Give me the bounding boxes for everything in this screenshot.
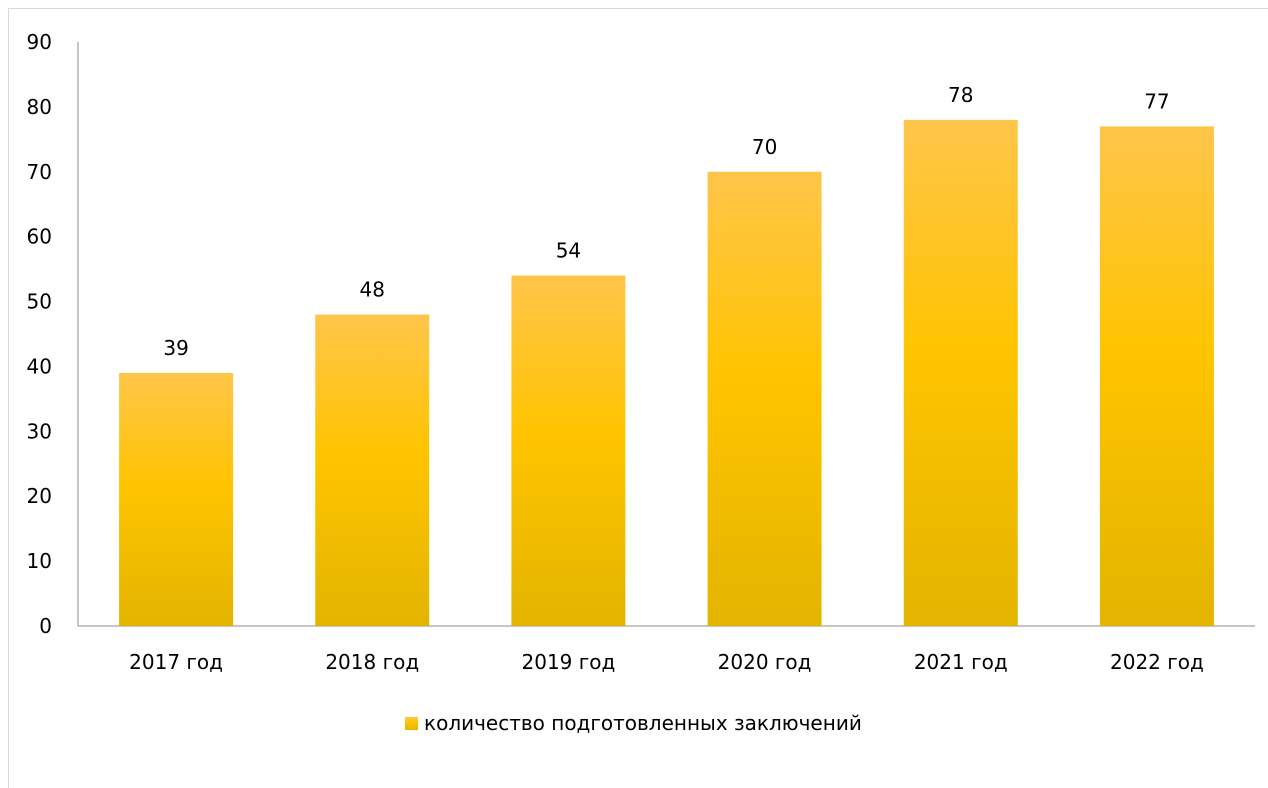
bar-value-label: 48: [360, 278, 385, 302]
bar: [903, 119, 1018, 626]
bar: [511, 275, 626, 626]
bar: [315, 314, 430, 626]
y-tick-label: 80: [27, 95, 52, 119]
y-tick-label: 10: [27, 549, 52, 573]
bar-value-label: 70: [752, 135, 777, 159]
bar: [1099, 126, 1214, 626]
bar-value-label: 77: [1144, 89, 1169, 113]
bar: [707, 171, 822, 626]
legend: количество подготовленных заключений: [405, 711, 862, 735]
chart-frame: [8, 8, 1268, 788]
y-tick-label: 30: [27, 419, 52, 443]
y-tick-label: 60: [27, 225, 52, 249]
y-tick-label: 70: [27, 160, 52, 184]
x-tick-label: 2021 год: [914, 650, 1008, 674]
y-tick-label: 90: [27, 30, 52, 54]
legend-label: количество подготовленных заключений: [424, 711, 862, 735]
bar-value-label: 39: [163, 336, 188, 360]
legend-swatch: [405, 717, 418, 730]
x-tick-label: 2020 год: [718, 650, 812, 674]
y-tick-label: 0: [39, 614, 52, 638]
x-tick-label: 2022 год: [1110, 650, 1204, 674]
bar: [119, 372, 234, 626]
bar-value-label: 78: [948, 83, 973, 107]
y-tick-label: 20: [27, 484, 52, 508]
bars: 39 48 54 70 78 77: [119, 83, 1214, 626]
x-axis-ticks: 2017 год 2018 год 2019 год 2020 год 2021 год…: [129, 650, 1204, 674]
y-tick-label: 40: [27, 354, 52, 378]
x-tick-label: 2017 год: [129, 650, 223, 674]
bar-value-label: 54: [556, 239, 581, 263]
y-axis-ticks: 0 10 20 30 40 50 60 70 80 90: [27, 30, 52, 638]
x-tick-label: 2018 год: [325, 650, 419, 674]
y-tick-label: 50: [27, 290, 52, 314]
bar-chart: 0 10 20 30 40 50 60 70 80 90 39 48 54 70 78 77 2017 го…: [27, 30, 1255, 735]
x-tick-label: 2019 год: [522, 650, 616, 674]
